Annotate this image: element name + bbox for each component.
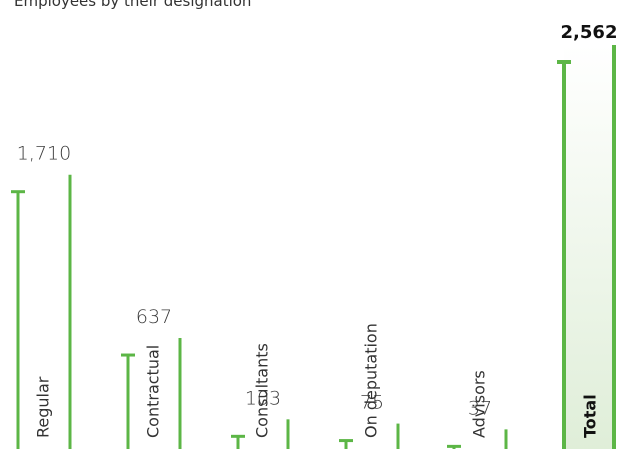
value-labels-layer: 1,710 637 103 75 37 2,562 [17,22,618,419]
value-label-5: 2,562 [561,22,618,43]
value-label-1: 637 [136,306,172,328]
category-label-2: Consultants [253,343,272,438]
category-label-1: Contractual [144,345,163,438]
value-label-4: 37 [468,397,492,419]
chart-title: Employees by their designation [14,0,252,10]
bar-total-fill [564,45,614,449]
value-label-3: 75 [360,392,384,414]
bars-layer [11,45,616,449]
category-labels-layer: Regular Contractual Consultants On deputati… [34,323,600,438]
category-label-0: Regular [34,376,53,438]
category-label-4: Advisors [470,370,489,438]
value-label-2: 103 [245,387,281,409]
category-label-5: Total [581,394,600,438]
value-label-0: 1,710 [17,143,71,165]
category-label-3: On deputation [362,323,381,438]
